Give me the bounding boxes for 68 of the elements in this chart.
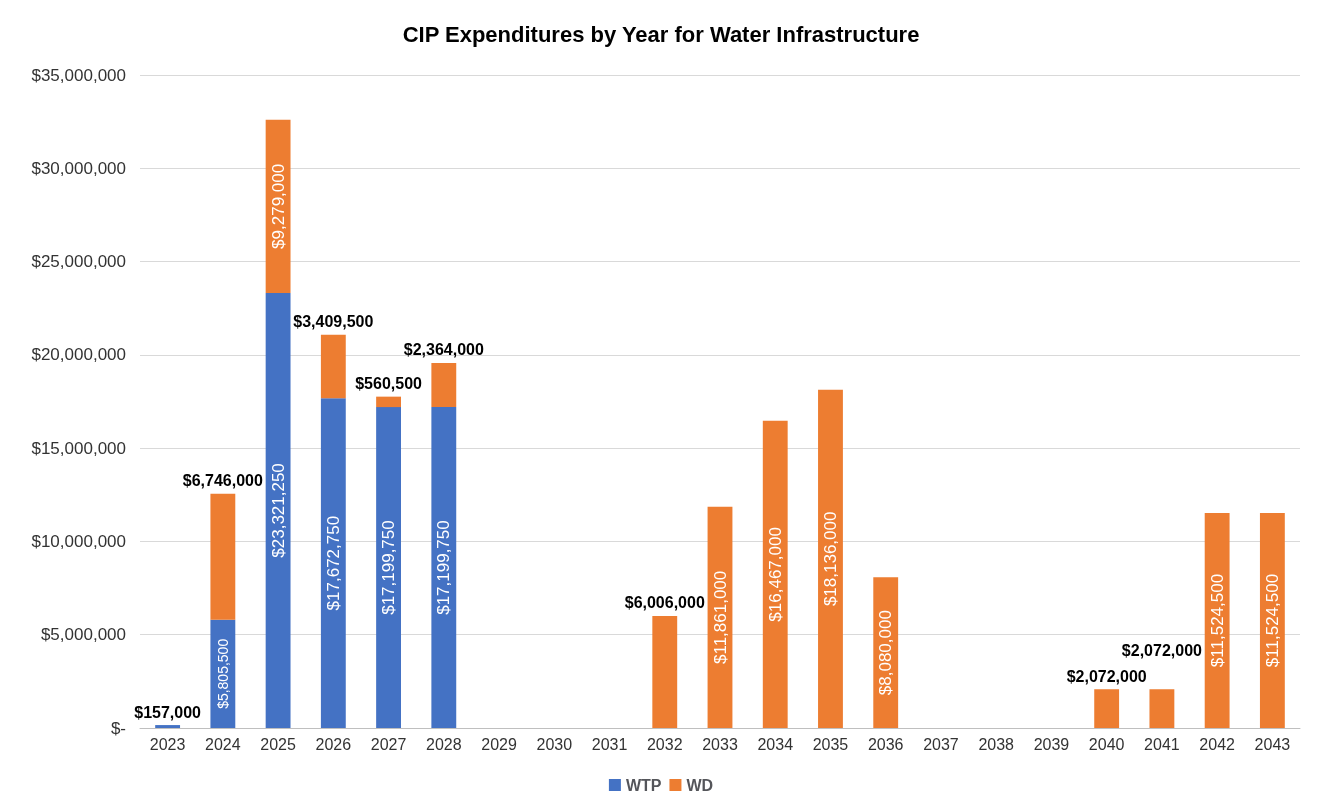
y-tick-label: $- (110, 718, 126, 738)
x-tick-label: 2029 (481, 735, 517, 753)
data-label: $5,805,500 (214, 638, 231, 709)
bar (762, 420, 788, 728)
x-tick-label: 2028 (426, 735, 462, 753)
bar (1204, 512, 1230, 728)
y-tick-label: $20,000,000 (31, 345, 126, 365)
chart-title: CIP Expenditures by Year for Water Infrastructure (402, 21, 920, 47)
bar (652, 615, 678, 728)
bar (265, 292, 291, 728)
bar (210, 493, 236, 620)
bar (818, 389, 843, 728)
x-tick-label: 2033 (702, 735, 738, 753)
x-tick-label: 2035 (812, 735, 849, 753)
legend-label: WD (686, 776, 714, 794)
data-label: $17,199,750 (379, 520, 399, 615)
x-tick-label: 2038 (978, 735, 1015, 753)
y-tick-label: $25,000,000 (31, 252, 126, 272)
x-tick-label: 2024 (205, 735, 241, 753)
x-tick-label: 2041 (1144, 735, 1180, 753)
x-tick-label: 2042 (1199, 735, 1236, 753)
x-tick-label: 2034 (757, 735, 794, 753)
x-tick-label: 2039 (1033, 735, 1070, 753)
data-label: $3,409,500 (293, 313, 374, 331)
y-tick-label: $5,000,000 (40, 625, 126, 645)
data-label: $6,746,000 (182, 472, 263, 490)
data-label: $17,199,750 (434, 520, 454, 615)
x-tick-label: 2031 (591, 735, 628, 753)
legend-label: WTP (625, 776, 662, 794)
y-tick-label: $10,000,000 (31, 531, 126, 551)
x-tick-label: 2030 (536, 735, 573, 753)
data-label: $11,524,500 (1262, 573, 1282, 668)
bar (1094, 689, 1120, 728)
bar (1149, 689, 1175, 728)
x-tick-label: 2036 (867, 735, 904, 753)
data-label: $8,080,000 (876, 610, 896, 696)
bar (376, 407, 401, 728)
data-label: $6,006,000 (624, 594, 705, 612)
x-tick-label: 2023 (149, 735, 186, 753)
x-tick-label: 2026 (315, 735, 352, 753)
x-tick-label: 2027 (370, 735, 407, 753)
data-label: $560,500 (355, 375, 423, 393)
data-label: $2,364,000 (403, 341, 484, 359)
data-label: $18,136,000 (820, 511, 840, 607)
y-tick-label: $35,000,000 (31, 65, 126, 85)
data-label: $11,524,500 (1207, 573, 1227, 668)
y-tick-label: $30,000,000 (31, 158, 126, 178)
x-tick-label: 2032 (646, 735, 683, 753)
data-label: $2,072,000 (1121, 641, 1203, 659)
x-tick-label: 2037 (923, 735, 959, 753)
bar (155, 725, 181, 728)
data-label: $9,279,000 (268, 163, 288, 249)
bar (431, 363, 457, 408)
data-label: $2,072,000 (1066, 667, 1147, 685)
bar (376, 396, 401, 408)
x-tick-label: 2043 (1254, 735, 1291, 753)
data-label: $17,672,750 (323, 515, 343, 611)
data-label: $16,467,000 (765, 527, 785, 622)
bar (320, 398, 346, 728)
bar (320, 334, 346, 399)
data-label: $11,861,000 (710, 570, 730, 664)
y-tick-label: $15,000,000 (31, 438, 126, 458)
x-tick-label: 2040 (1088, 735, 1125, 753)
bar (1259, 512, 1285, 728)
x-tick-label: 2025 (260, 735, 296, 753)
data-label: $157,000 (134, 703, 202, 721)
bar (431, 407, 457, 728)
data-label: $23,321,250 (268, 463, 288, 558)
